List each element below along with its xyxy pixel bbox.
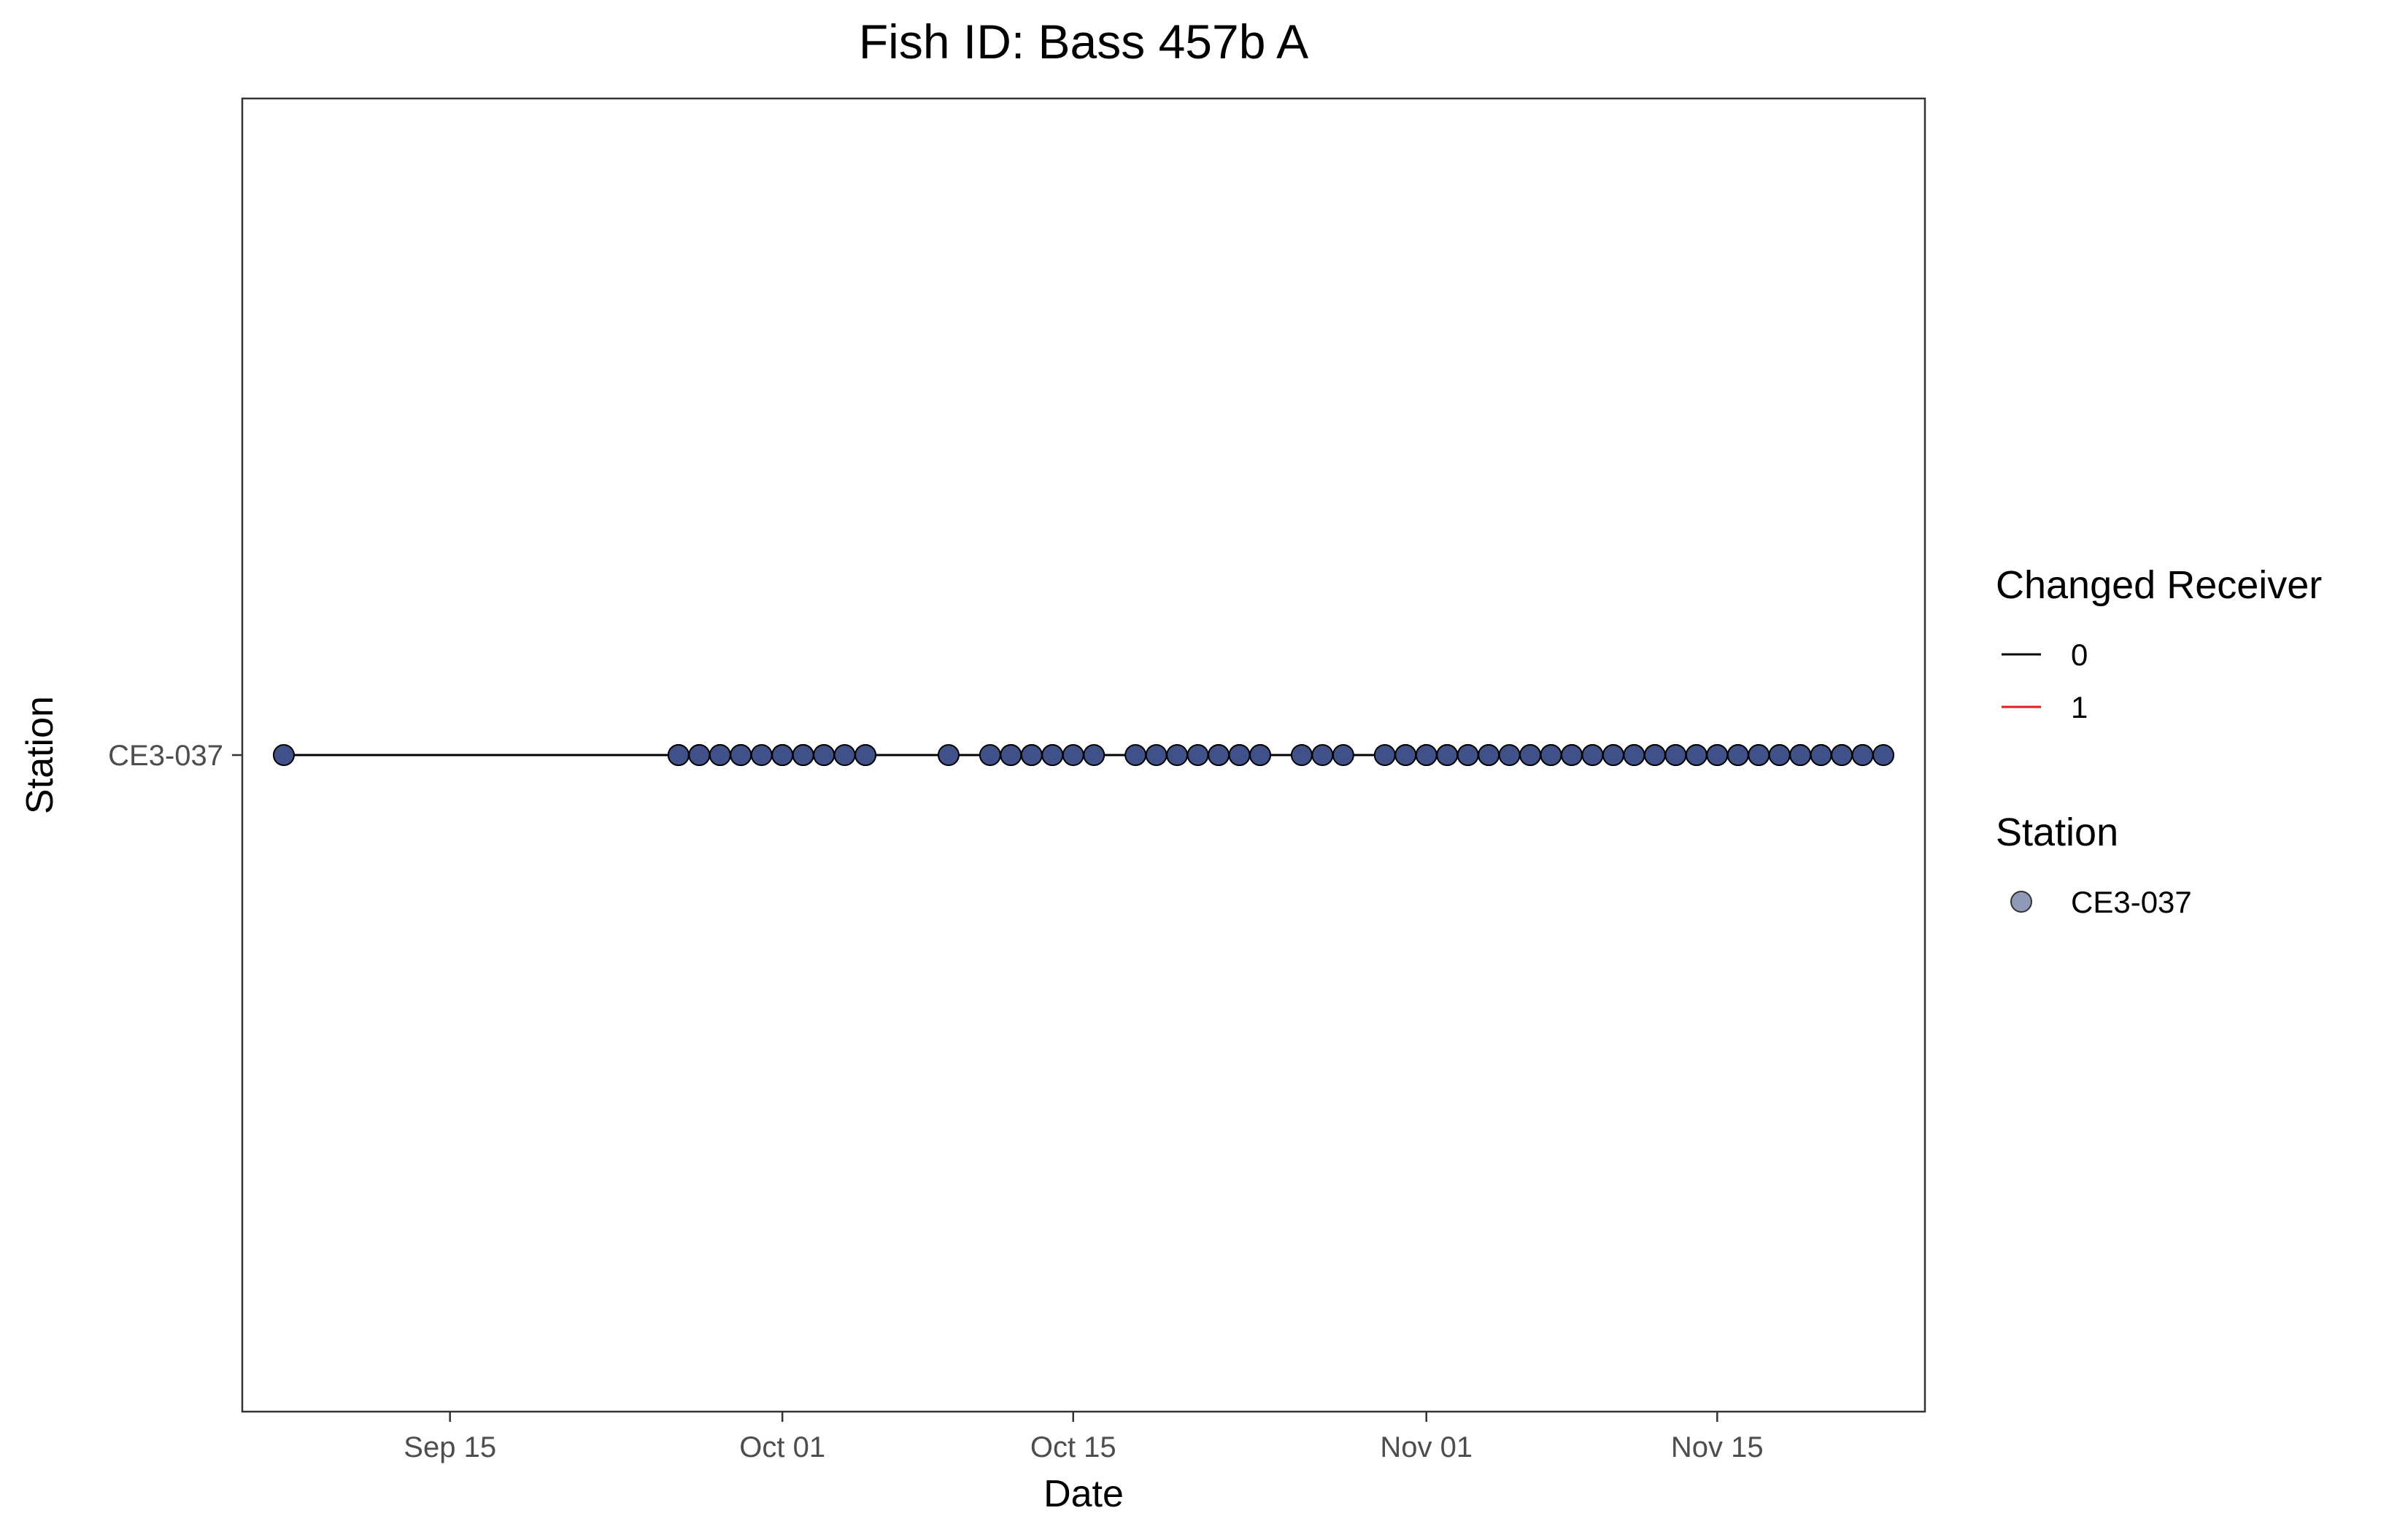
data-point xyxy=(1748,744,1770,766)
data-point xyxy=(1000,744,1022,766)
x-tick-label: Oct 01 xyxy=(739,1431,825,1463)
data-point xyxy=(1540,744,1562,766)
data-point xyxy=(979,744,1001,766)
data-point xyxy=(1332,744,1354,766)
data-point xyxy=(1643,744,1666,766)
data-point xyxy=(1602,744,1624,766)
y-tick-label: CE3-037 xyxy=(108,740,223,772)
x-tick-label: Nov 01 xyxy=(1380,1431,1473,1463)
x-tick-label: Oct 15 xyxy=(1030,1431,1116,1463)
data-point xyxy=(1872,744,1895,766)
data-point xyxy=(813,744,836,766)
data-point xyxy=(730,744,752,766)
x-axis-title: Date xyxy=(1043,1473,1124,1515)
data-point xyxy=(1124,744,1147,766)
data-point xyxy=(667,744,690,766)
data-point xyxy=(1020,744,1043,766)
data-point xyxy=(1623,744,1645,766)
data-point xyxy=(1726,744,1749,766)
data-point xyxy=(688,744,711,766)
data-point xyxy=(1436,744,1459,766)
data-point xyxy=(1249,744,1271,766)
data-point xyxy=(1041,744,1064,766)
data-point xyxy=(1810,744,1832,766)
data-point xyxy=(1768,744,1791,766)
y-axis: CE3-037 xyxy=(108,740,242,772)
data-point xyxy=(750,744,773,766)
data-point xyxy=(1083,744,1105,766)
data-point xyxy=(1831,744,1853,766)
x-axis: Sep 15 Oct 01 Oct 15 Nov 01 Nov 15 xyxy=(404,1412,1764,1463)
data-point xyxy=(709,744,731,766)
data-point xyxy=(1478,744,1500,766)
chart-title: Fish ID: Bass 457b A xyxy=(859,15,1308,69)
data-point xyxy=(1664,744,1687,766)
legend: Changed Receiver 0 1 Station CE3-037 xyxy=(1996,563,2322,919)
legend-label: 1 xyxy=(2071,690,2088,724)
data-point xyxy=(1561,744,1583,766)
legend-title: Station xyxy=(1996,811,2118,854)
data-point xyxy=(854,744,877,766)
data-point xyxy=(272,744,295,766)
data-point xyxy=(833,744,856,766)
data-point xyxy=(1062,744,1084,766)
legend-title: Changed Receiver xyxy=(1996,563,2322,607)
data-point xyxy=(792,744,814,766)
series-layer xyxy=(272,744,1895,766)
data-point xyxy=(1166,744,1189,766)
data-point xyxy=(1373,744,1396,766)
data-point xyxy=(1208,744,1230,766)
legend-label: CE3-037 xyxy=(2071,885,2192,919)
y-axis-title: Station xyxy=(19,696,61,814)
data-point xyxy=(1498,744,1521,766)
legend-label: 0 xyxy=(2071,638,2088,672)
data-point xyxy=(1228,744,1251,766)
data-point xyxy=(1415,744,1438,766)
data-point xyxy=(1145,744,1168,766)
data-point xyxy=(1290,744,1313,766)
data-point xyxy=(771,744,794,766)
data-point xyxy=(1851,744,1874,766)
data-point xyxy=(1581,744,1604,766)
data-point xyxy=(1789,744,1812,766)
data-point xyxy=(1186,744,1209,766)
data-point xyxy=(1394,744,1417,766)
x-tick-label: Sep 15 xyxy=(404,1431,496,1463)
data-point xyxy=(1456,744,1479,766)
legend-key-point xyxy=(2010,891,2032,913)
data-point xyxy=(937,744,960,766)
x-tick-label: Nov 15 xyxy=(1671,1431,1764,1463)
data-point xyxy=(1311,744,1334,766)
data-point xyxy=(1519,744,1542,766)
data-point xyxy=(1706,744,1729,766)
data-point xyxy=(1685,744,1707,766)
